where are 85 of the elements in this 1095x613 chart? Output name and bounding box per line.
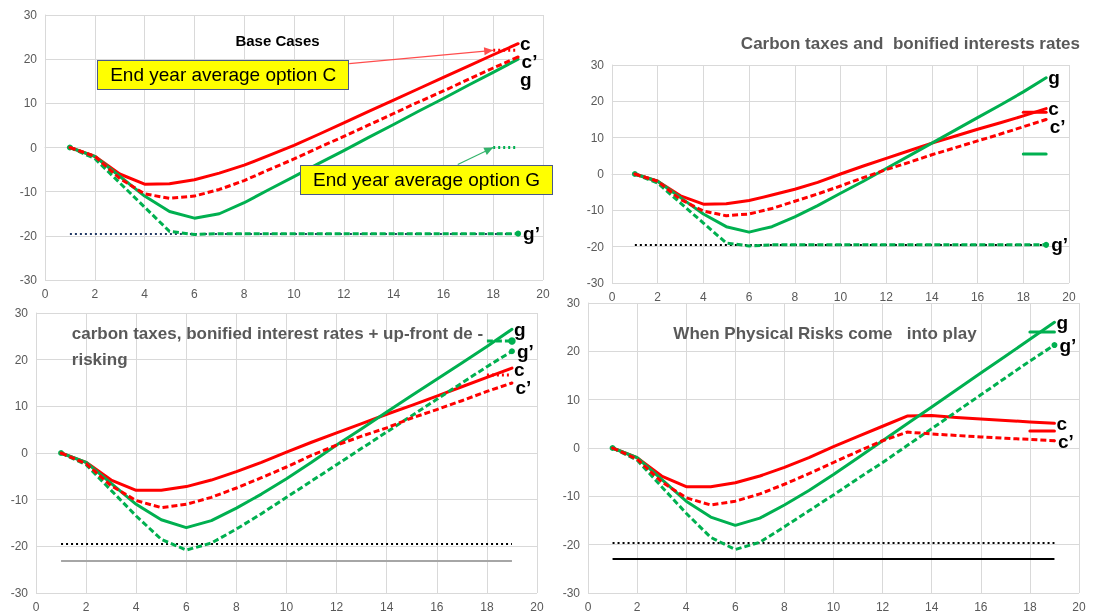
x-tick-label: 16 xyxy=(436,287,451,301)
x-tick-label: 18 xyxy=(1023,600,1037,613)
y-tick-label: 30 xyxy=(566,296,581,310)
y-tick-label: 20 xyxy=(590,94,605,109)
x-tick-label: 0 xyxy=(41,287,49,301)
x-tick-label: 20 xyxy=(536,287,550,301)
point xyxy=(508,337,516,345)
x-tick-label: 8 xyxy=(791,290,799,304)
y-tick-label: 30 xyxy=(14,306,29,320)
x-tick-label: 2 xyxy=(82,600,90,613)
x-tick-label: 8 xyxy=(233,600,241,613)
x-tick-label: 2 xyxy=(91,287,99,301)
y-tick-label: -20 xyxy=(562,537,581,552)
y-tick-label: 30 xyxy=(23,8,38,22)
x-tick-label: 10 xyxy=(287,287,301,301)
x-tick-label: 18 xyxy=(486,287,501,301)
y-tick-label: -10 xyxy=(586,203,605,218)
x-tick-label: 6 xyxy=(745,290,753,304)
y-tick-label: -10 xyxy=(562,489,581,504)
x-tick-label: 20 xyxy=(1062,290,1076,304)
y-tick-label: 10 xyxy=(590,130,605,145)
x-tick-label: 18 xyxy=(480,600,494,613)
x-tick-label: 14 xyxy=(380,600,394,613)
x-tick-label: 20 xyxy=(1072,600,1086,613)
x-tick-label: 16 xyxy=(970,290,985,304)
x-tick-label: 16 xyxy=(974,600,988,613)
series-label: g xyxy=(1056,311,1069,333)
x-tick-label: 10 xyxy=(826,600,841,613)
y-tick-label: 30 xyxy=(590,58,605,72)
x-tick-label: 2 xyxy=(654,290,662,304)
series-label: g xyxy=(1048,67,1060,89)
y-tick-label: -30 xyxy=(586,276,605,290)
x-tick-label: 14 xyxy=(386,287,401,301)
y-tick-label: -10 xyxy=(19,184,38,199)
y-tick-label: 10 xyxy=(566,392,581,407)
x-tick-label: 12 xyxy=(879,290,894,304)
x-tick-label: 14 xyxy=(925,290,939,304)
y-tick-label: 0 xyxy=(30,140,38,155)
x-tick-label: 4 xyxy=(682,600,690,613)
y-tick-label: -20 xyxy=(586,239,605,254)
x-tick-label: 10 xyxy=(833,290,848,304)
y-tick-label: -20 xyxy=(19,228,38,243)
x-tick-label: 10 xyxy=(279,600,294,613)
series-label: g’ xyxy=(1059,334,1077,356)
y-tick-label: 0 xyxy=(573,441,581,455)
y-tick-label: -10 xyxy=(10,492,29,507)
series-label: c’ xyxy=(515,376,532,398)
annotation: End year average option G xyxy=(300,164,554,195)
text: Base Cases xyxy=(235,31,320,49)
series-label: g’ xyxy=(523,223,540,245)
x-tick-label: 0 xyxy=(608,290,616,304)
y-tick-label: 20 xyxy=(566,344,581,359)
y-tick-label: 20 xyxy=(14,352,29,367)
x-tick-label: 12 xyxy=(329,600,344,613)
y-tick-label: 10 xyxy=(23,96,38,111)
y-tick-label: -30 xyxy=(19,273,38,287)
y-tick-label: -30 xyxy=(562,586,581,600)
x-tick-label: 6 xyxy=(191,287,199,301)
text: When Physical Risks come into play xyxy=(673,323,978,343)
x-tick-label: 2 xyxy=(633,600,641,613)
y-tick-label: 0 xyxy=(597,167,605,181)
text: carbon taxes, bonified interest rates + up-front de - risking xyxy=(71,323,484,369)
series-label: g’ xyxy=(1051,234,1069,256)
y-tick-label: 20 xyxy=(23,52,38,67)
point xyxy=(508,348,515,355)
x-tick-label: 8 xyxy=(240,287,248,301)
x-tick-label: 20 xyxy=(530,600,544,613)
x-tick-label: 4 xyxy=(700,290,708,304)
y-tick-label: 10 xyxy=(14,399,29,414)
x-tick-label: 6 xyxy=(731,600,739,613)
y-tick-label: -20 xyxy=(10,539,29,554)
y-tick-label: -30 xyxy=(10,586,29,600)
y-tick-label: 0 xyxy=(21,446,29,460)
x-tick-label: 4 xyxy=(132,600,140,613)
x-tick-label: 18 xyxy=(1016,290,1031,304)
x-tick-label: 12 xyxy=(875,600,890,613)
x-tick-label: 4 xyxy=(141,287,149,301)
x-tick-label: 12 xyxy=(337,287,351,301)
x-tick-label: 6 xyxy=(182,600,190,613)
chart-title: Carbon taxes and bonified interests rates xyxy=(740,33,1081,53)
annotation: End year average option C xyxy=(97,60,350,91)
series-label: g xyxy=(513,318,526,340)
x-tick-label: 14 xyxy=(925,600,939,613)
x-tick-label: 16 xyxy=(430,600,444,613)
x-tick-label: 8 xyxy=(781,600,789,613)
